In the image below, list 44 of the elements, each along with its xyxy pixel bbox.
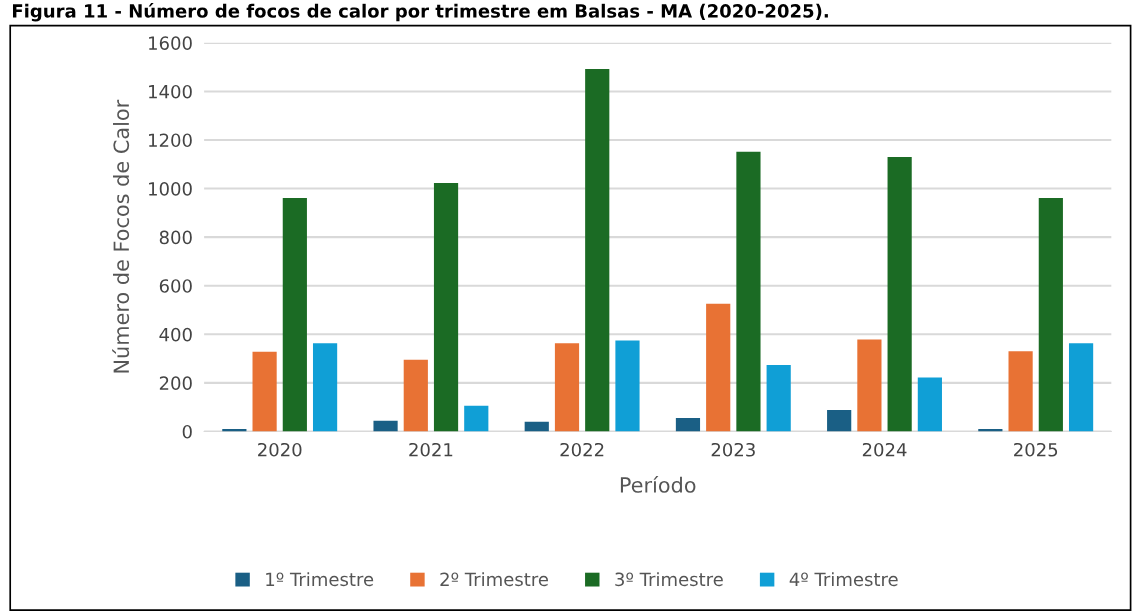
bar (857, 339, 882, 432)
chart-title: Figura 11 - Número de focos de calor por trimestre em Balsas - MA (2020-2025). (13, 3, 828, 22)
bar (887, 157, 912, 432)
bar (282, 198, 307, 432)
y-tick-label: 0 (182, 424, 192, 439)
bar (706, 303, 731, 432)
y-tick-label: 1400 (149, 84, 192, 99)
x-tick-label: 2021 (409, 442, 453, 457)
bar (766, 364, 791, 432)
bar (827, 410, 852, 432)
y-tick-label: 1600 (149, 36, 192, 50)
bar (675, 418, 701, 432)
legend-label: 4º Trimestre (789, 572, 898, 587)
bar (585, 69, 610, 432)
bar (464, 405, 489, 432)
bar (373, 420, 398, 432)
y-tick-label: 800 (159, 230, 192, 245)
bar (917, 377, 942, 432)
x-tick-label: 2025 (1014, 442, 1058, 457)
bar (252, 351, 277, 432)
y-axis-title: Número de Focos de Calor (112, 99, 130, 373)
bar (1038, 198, 1063, 432)
x-tick-label: 2022 (560, 442, 604, 457)
y-tick-label: 400 (159, 327, 192, 342)
bar (615, 340, 640, 432)
y-tick-label: 600 (159, 279, 192, 293)
y-tick-label: 200 (159, 376, 192, 390)
x-tick-label: 2020 (258, 442, 302, 457)
bar (433, 182, 459, 432)
bar (1008, 351, 1033, 432)
x-tick-label: 2023 (711, 442, 755, 457)
bar (736, 151, 761, 432)
bar (403, 359, 428, 432)
y-tick-label: 1000 (149, 182, 192, 196)
y-tick-label: 1200 (149, 133, 192, 148)
x-tick-label: 2024 (862, 442, 907, 457)
bar (554, 343, 580, 432)
bar (524, 421, 549, 432)
x-axis-title: Período (620, 475, 696, 493)
legend-label: 2º Trimestre (440, 572, 548, 587)
legend-label: 3º Trimestre (615, 572, 723, 587)
legend-label: 1º Trimestre (266, 572, 374, 587)
bar (1068, 343, 1094, 432)
bar (312, 343, 338, 432)
